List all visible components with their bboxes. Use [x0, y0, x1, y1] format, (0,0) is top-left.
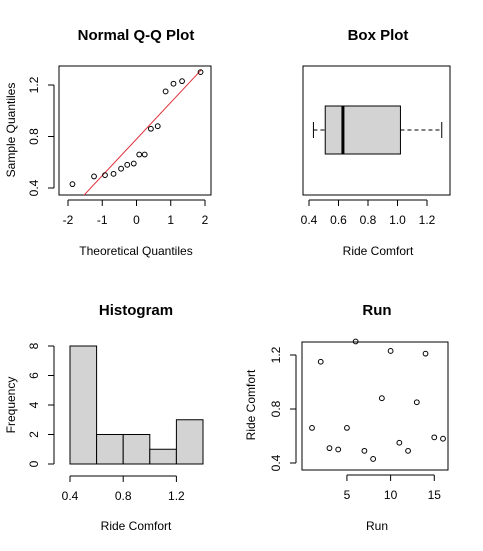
qq-x-tick-label: -1: [97, 213, 108, 227]
run-data-point: [335, 446, 342, 453]
histogram-y-tick-label: 6: [27, 372, 41, 379]
box-x-axis-label: Ride Comfort: [343, 244, 414, 258]
qq-data-point: [179, 78, 185, 85]
qq-data-point: [69, 181, 76, 188]
qq-data-point: [124, 161, 131, 168]
histogram-y-tick-label: 8: [27, 342, 41, 349]
histogram-bar: [69, 345, 98, 465]
box-x-tick-label: 0.8: [360, 213, 377, 227]
histogram-title: Histogram: [99, 302, 173, 319]
histogram-bar: [96, 434, 124, 465]
run-data-point: [378, 395, 385, 402]
qq-y-axis-label: Sample Quantiles: [4, 83, 18, 178]
run-x-tick-label: 5: [344, 488, 351, 502]
qq-data-point: [197, 69, 204, 76]
qq-plot-panel: Normal Q-Q Plot Theoretical Quantiles Sa…: [4, 27, 212, 258]
qq-y-tick-label: 1.2: [27, 76, 41, 93]
qq-data-point: [162, 88, 169, 95]
run-data-point: [387, 348, 394, 354]
qq-data-point: [91, 173, 97, 180]
run-x-axis-label: Run: [366, 519, 388, 533]
qq-data-point: [102, 172, 108, 179]
run-y-tick-label: 1.2: [269, 346, 283, 363]
qq-y-tick-label: 0.8: [27, 128, 41, 145]
qq-data-point: [110, 170, 117, 177]
run-data-point: [405, 447, 411, 454]
histogram-panel: Histogram Ride Comfort Frequency 0.4 0.8 1…: [4, 302, 204, 533]
box-plot-panel: Box Plot Ride Comfort 0.4 0.6 0.8 1.0 1.2: [301, 27, 451, 258]
qq-x-axis-label: Theoretical Quantiles: [79, 244, 192, 258]
qq-x-tick-label: 2: [202, 213, 209, 227]
run-data-point: [326, 445, 333, 452]
box-plot-frame: [302, 65, 451, 196]
qq-data-point: [130, 160, 137, 167]
histogram-y-axis-label: Frequency: [4, 377, 18, 434]
qq-data-point: [170, 80, 177, 87]
run-y-tick-label: 0.4: [269, 454, 283, 471]
qq-x-tick-label: 0: [133, 213, 140, 227]
qq-reference-line: [83, 69, 202, 195]
qq-plot-frame: [58, 65, 212, 196]
qq-x-tick-label: -2: [63, 213, 74, 227]
run-data-point: [440, 435, 446, 442]
histogram-x-axis-label: Ride Comfort: [101, 519, 172, 533]
qq-data-point: [154, 123, 161, 130]
box-x-tick-label: 0.4: [301, 213, 318, 227]
qq-y-tick-label: 0.4: [27, 179, 41, 196]
run-data-point: [413, 399, 420, 406]
qq-plot-title: Normal Q-Q Plot: [78, 27, 195, 44]
qq-x-tick-label: 1: [167, 213, 174, 227]
run-data-point: [370, 456, 377, 462]
qq-data-point: [118, 165, 124, 172]
run-plot-panel: Run Run Ride Comfort 5 10 15 0.4 0.8 1.2: [244, 302, 449, 533]
run-data-point: [431, 434, 438, 441]
histogram-y-tick-label: 2: [27, 431, 41, 438]
qq-data-point: [141, 151, 148, 158]
box-plot-title: Box Plot: [348, 27, 409, 44]
run-y-tick-label: 0.8: [269, 400, 283, 417]
histogram-x-tick-label: 0.4: [62, 489, 79, 503]
run-y-axis-label: Ride Comfort: [244, 369, 258, 440]
histogram-y-tick-label: 0: [27, 460, 41, 467]
run-data-point: [309, 425, 315, 431]
run-x-tick-label: 15: [428, 488, 442, 502]
run-data-point: [344, 425, 350, 431]
histogram-y-tick-label: 4: [27, 401, 41, 408]
box-x-tick-label: 0.6: [330, 213, 347, 227]
run-x-tick-label: 10: [384, 488, 398, 502]
qq-data-point: [136, 151, 143, 158]
histogram-bar: [122, 434, 151, 465]
qq-data-point: [147, 125, 154, 132]
run-data-point: [317, 358, 324, 365]
histogram-x-tick-label: 0.8: [115, 489, 132, 503]
box-iqr-rect: [324, 105, 401, 155]
histogram-bar: [149, 448, 177, 465]
histogram-bar: [175, 419, 204, 465]
run-data-point: [361, 447, 368, 454]
run-data-point: [422, 350, 429, 357]
run-plot-frame: [301, 341, 449, 471]
run-data-point: [352, 338, 359, 345]
run-plot-title: Run: [362, 302, 391, 319]
box-x-tick-label: 1.0: [389, 213, 406, 227]
histogram-x-tick-label: 1.2: [168, 489, 185, 503]
box-x-tick-label: 1.2: [419, 213, 436, 227]
run-data-point: [396, 439, 403, 446]
